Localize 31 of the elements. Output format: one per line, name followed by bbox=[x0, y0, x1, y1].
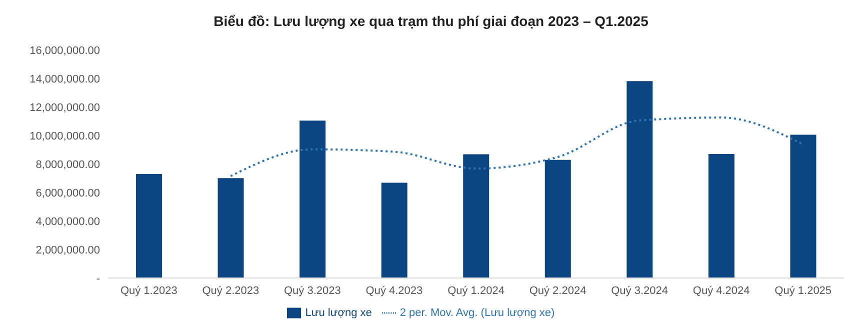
x-tick-label: Quý 1.2025 bbox=[774, 284, 832, 297]
y-tick-label: 10,000,000.00 bbox=[30, 130, 100, 142]
bar bbox=[463, 154, 490, 278]
bar bbox=[218, 178, 244, 278]
x-tick-label: Quý 1.2023 bbox=[120, 284, 178, 297]
x-tick-label: Quý 4.2023 bbox=[366, 284, 423, 297]
legend-label: Lưu lượng xe bbox=[305, 306, 372, 319]
x-tick-label: Quý 1.2024 bbox=[448, 284, 504, 297]
y-tick-label: 14,000,000.00 bbox=[30, 73, 100, 86]
y-tick-label: 6,000,000.00 bbox=[36, 187, 100, 200]
x-tick-label: Quý 3.2023 bbox=[284, 284, 341, 297]
x-tick-label: Quý 4.2024 bbox=[692, 284, 750, 297]
y-tick-label: - bbox=[96, 272, 100, 285]
y-tick-label: 4,000,000.00 bbox=[36, 216, 100, 228]
y-tick-label: 8,000,000.00 bbox=[36, 158, 100, 171]
bar bbox=[136, 174, 162, 278]
bar bbox=[626, 81, 653, 278]
x-tick-label: Quý 2.2023 bbox=[202, 284, 260, 297]
bar bbox=[381, 182, 408, 278]
legend-label: 2 per. Mov. Avg. (Lưu lượng xe) bbox=[400, 306, 555, 319]
bar bbox=[708, 154, 734, 278]
y-tick-label: 12,000,000.00 bbox=[30, 102, 100, 114]
x-tick-label: Quý 2.2024 bbox=[529, 284, 586, 297]
y-tick-label: 2,000,000.00 bbox=[36, 244, 100, 256]
y-tick-label: 16,000,000.00 bbox=[30, 44, 100, 57]
bar bbox=[790, 134, 816, 278]
bar bbox=[300, 120, 326, 278]
bar bbox=[544, 160, 571, 278]
chart-title: Biểu đồ: Lưu lượng xe qua trạm thu phí giai đoạn 2023 – Q1.2025 bbox=[212, 12, 650, 31]
x-tick-label: Quý 3.2024 bbox=[611, 284, 668, 297]
line-series bbox=[230, 116, 804, 178]
